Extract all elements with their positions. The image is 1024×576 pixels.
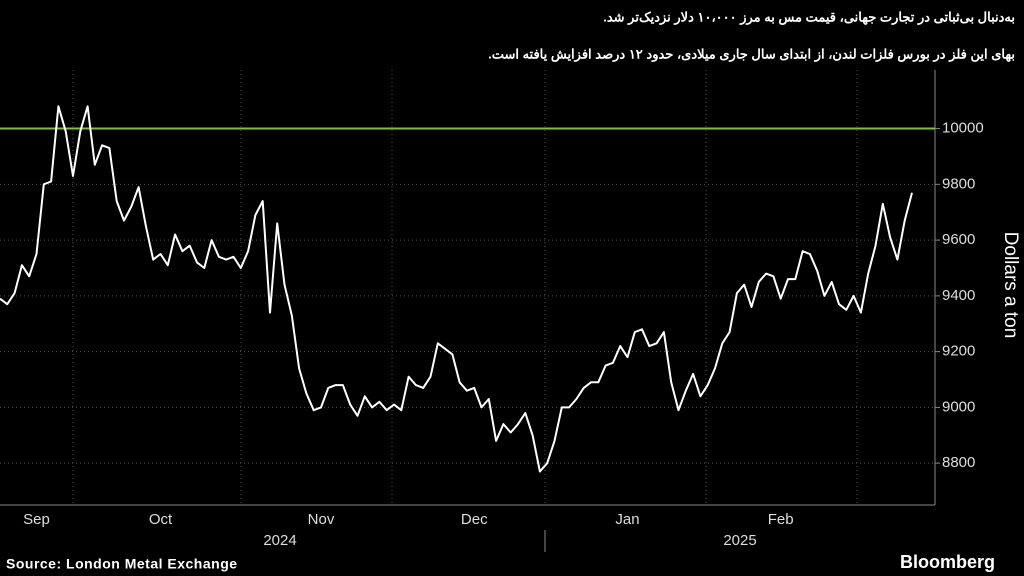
x-tick-label: Nov — [308, 511, 335, 528]
year-label: 2024 — [263, 532, 296, 549]
y-tick-label: 9200 — [942, 343, 975, 360]
y-tick-label: 9000 — [942, 398, 975, 415]
x-tick-label: Sep — [23, 511, 50, 528]
brand: Bloomberg — [900, 552, 995, 572]
y-tick-label: 10000 — [942, 120, 984, 137]
x-tick-label: Oct — [149, 511, 173, 528]
y-tick-label: 8800 — [942, 454, 975, 471]
y-tick-label: 9600 — [942, 231, 975, 248]
x-tick-label: Feb — [768, 511, 794, 528]
y-axis-title: Dollars a ton — [1000, 232, 1021, 339]
x-tick-label: Dec — [461, 511, 488, 528]
year-label: 2025 — [723, 532, 756, 549]
month-dividers — [72, 70, 858, 505]
y-tick-label: 9400 — [942, 287, 975, 304]
x-tick-label: Jan — [615, 511, 639, 528]
y-tick-label: 9800 — [942, 175, 975, 192]
chart-title: به‌دنبال بی‌ثباتی در تجارت جهانی، قیمت م… — [603, 9, 1015, 25]
chart-subtitle: بهای این فلز در بورس فلزات لندن، از ابتد… — [488, 46, 1015, 62]
price-line — [0, 105, 913, 473]
source: Source: London Metal Exchange — [6, 556, 238, 572]
